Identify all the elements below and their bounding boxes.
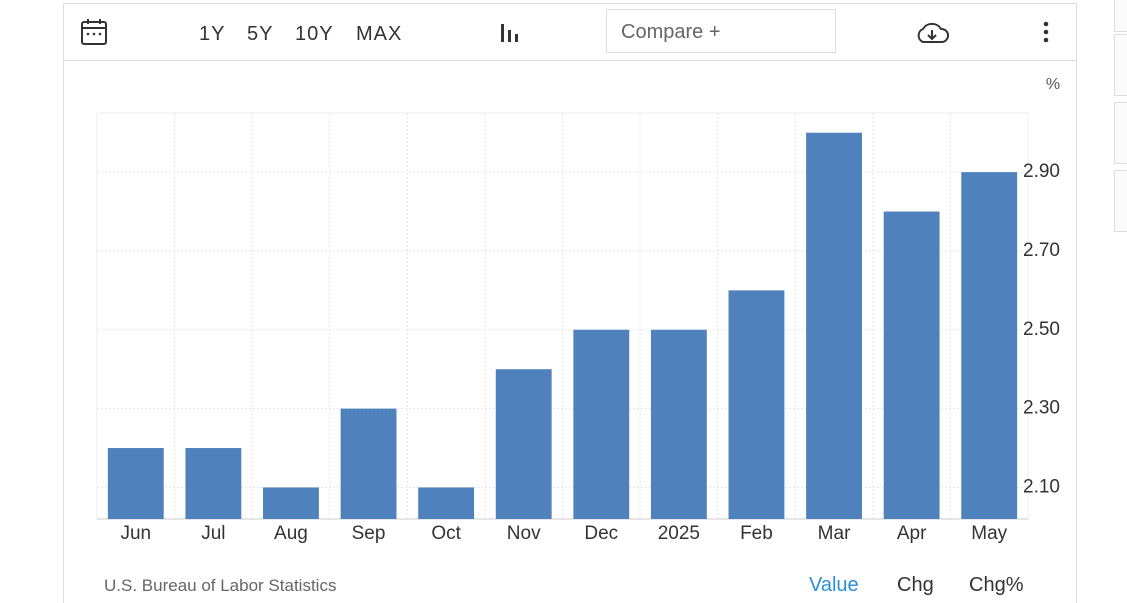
x-tick-label: Aug <box>274 523 308 544</box>
x-tick-label: Feb <box>740 523 773 544</box>
bar <box>418 487 475 519</box>
y-tick-label: 2.30 <box>1023 398 1060 419</box>
x-tick-label: Mar <box>818 523 851 544</box>
x-tick-label: Sep <box>352 523 386 544</box>
bar <box>107 448 164 519</box>
x-tick-label: Oct <box>431 523 461 544</box>
tab[interactable]: Chg <box>897 574 934 596</box>
range-button[interactable]: 5Y <box>247 23 274 45</box>
bar <box>883 211 940 519</box>
unit-label: % <box>1046 76 1060 93</box>
y-tick-label: 2.70 <box>1023 240 1060 261</box>
x-tick-label: Jun <box>120 523 151 544</box>
y-tick-label: 2.50 <box>1023 319 1060 340</box>
range-button[interactable]: 10Y <box>295 23 334 45</box>
chart-type-icon[interactable] <box>498 20 522 44</box>
menu-icon[interactable] <box>1040 20 1052 46</box>
tab[interactable]: Chg% <box>969 574 1024 596</box>
range-button[interactable]: MAX <box>356 23 403 45</box>
bar <box>573 329 630 519</box>
bar <box>263 487 319 519</box>
bar <box>806 132 862 519</box>
range-button[interactable]: 1Y <box>199 23 226 45</box>
source: U.S. Bureau of Labor Statistics <box>104 576 337 595</box>
y-tick-label: 2.90 <box>1023 161 1060 182</box>
chart: % 2.10 2.30 2.50 2.70 2.90 Jun Jul Aug Sep Oct Nov… <box>96 76 1060 544</box>
compare-input[interactable]: Compare + <box>606 9 836 53</box>
x-tick-label: May <box>971 523 1007 544</box>
bar <box>185 448 242 519</box>
bar <box>650 329 707 519</box>
bar <box>495 369 552 519</box>
x-tick-label: 2025 <box>658 523 700 544</box>
x-tick-label: Apr <box>897 523 927 544</box>
download-icon[interactable] <box>914 20 950 46</box>
x-tick-label: Nov <box>507 523 541 544</box>
toolbar: 1Y 5Y 10Y MAX Compare + <box>63 3 1077 61</box>
tab[interactable]: Value <box>809 574 859 596</box>
card <box>63 3 1077 603</box>
side-panel <box>1114 34 1127 96</box>
side-panel <box>1114 102 1127 164</box>
y-tick-label: 2.10 <box>1023 476 1060 497</box>
side-panel <box>1114 170 1127 232</box>
x-tick-label: Jul <box>201 523 225 544</box>
bar <box>961 172 1018 519</box>
x-tick-label: Dec <box>584 523 618 544</box>
calendar-icon[interactable] <box>80 18 108 46</box>
side-panel <box>1114 0 1127 32</box>
bar <box>728 290 785 519</box>
bar <box>340 408 397 519</box>
